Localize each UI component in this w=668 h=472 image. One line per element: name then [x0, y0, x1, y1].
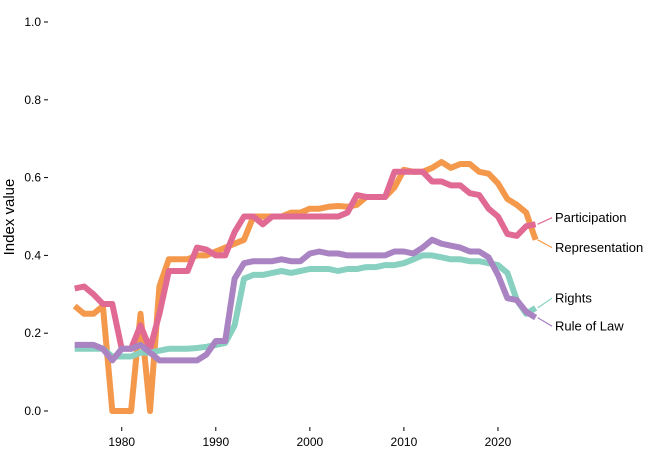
x-tick-label: 2020 — [485, 435, 512, 449]
x-tick-label: 1980 — [108, 435, 135, 449]
x-tick-label: 2000 — [296, 435, 323, 449]
leader-line-participation — [537, 217, 553, 225]
leader-line-rights — [537, 297, 553, 309]
series-line-rule-of-law — [74, 236, 538, 364]
y-tick-label: 0.8 — [24, 93, 41, 107]
series-label-rule-of-law: Rule of Law — [555, 319, 624, 334]
series-label-rights: Rights — [555, 291, 592, 306]
y-tick-label: 0.2 — [24, 326, 41, 340]
series-label-participation: Participation — [555, 210, 627, 225]
y-tick-label: 0.6 — [24, 171, 41, 185]
y-tick-label: 0.0 — [24, 404, 41, 418]
y-axis: 0.0 0.2 0.4 0.6 0.8 1.0 — [24, 15, 48, 418]
y-tick-label: 1.0 — [24, 15, 41, 29]
series-lines — [72, 159, 539, 414]
x-tick-label: 1990 — [202, 435, 229, 449]
series-labels: Representation Participation Rights Rule of… — [537, 210, 643, 334]
series-line-participation — [74, 168, 537, 352]
series-label-representation: Representation — [555, 240, 643, 255]
y-axis-title: Index value — [1, 179, 18, 256]
x-axis: 1980 1990 2000 2010 2020 — [108, 427, 512, 449]
series-line-representation — [72, 159, 539, 414]
y-tick-label: 0.4 — [24, 248, 41, 262]
leader-line-rule-of-law — [537, 317, 553, 327]
leader-line-representation — [537, 239, 553, 249]
x-tick-label: 2010 — [391, 435, 418, 449]
